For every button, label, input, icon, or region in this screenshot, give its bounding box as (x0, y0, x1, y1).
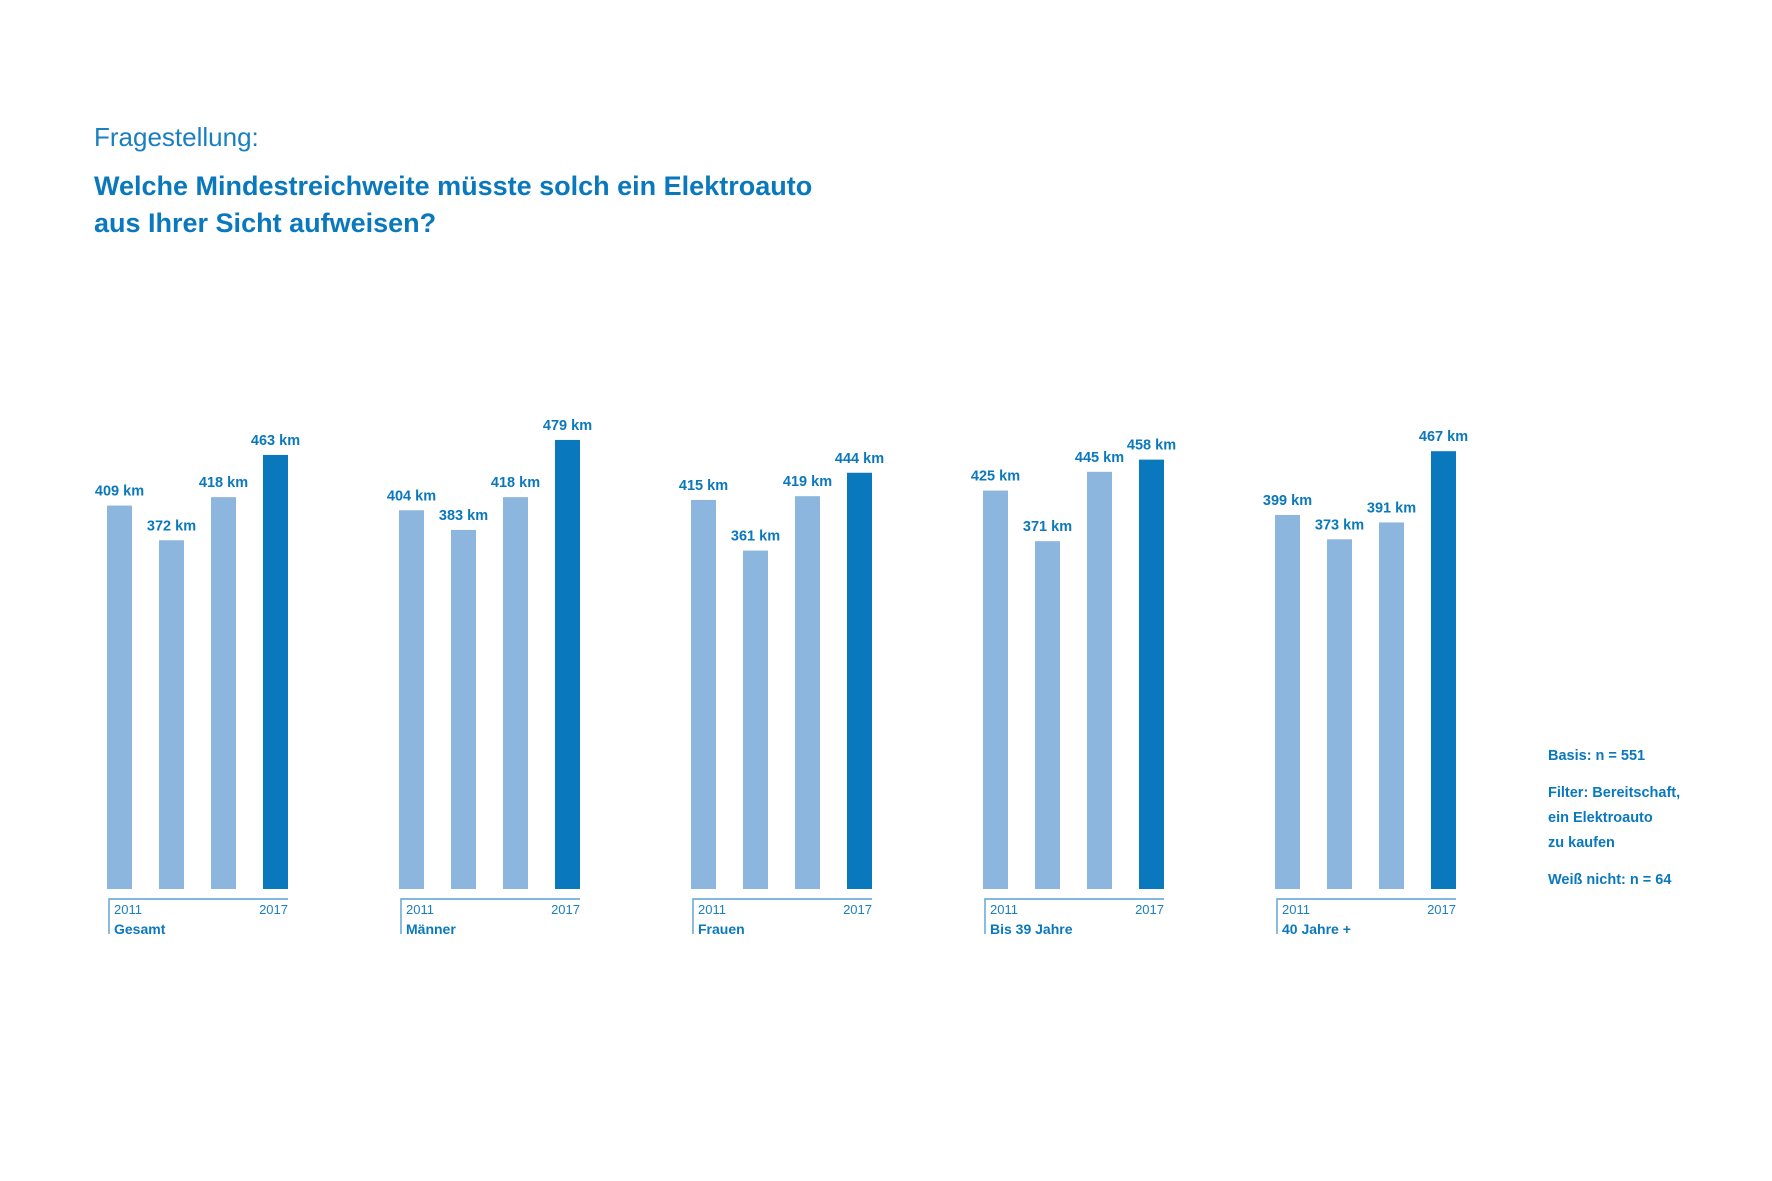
x-tick-label: 2017 (1427, 902, 1456, 917)
bar-40-jahre-1 (1275, 514, 1300, 889)
data-label: 415 km (679, 478, 728, 494)
bar-gesamt-4 (263, 454, 288, 889)
bar-bis-39-jahre-2 (1035, 541, 1060, 889)
data-label: 444 km (835, 451, 884, 467)
bar-frauen-1 (691, 499, 716, 889)
data-label: 404 km (387, 488, 436, 504)
bar-40-jahre-3 (1379, 522, 1404, 889)
bar-bis-39-jahre-4 (1139, 459, 1164, 889)
bar-männer-2 (451, 529, 476, 889)
data-label: 419 km (783, 474, 832, 490)
bar-40-jahre-2 (1327, 539, 1352, 889)
filter-note-line-1: Filter: Bereitschaft, (1548, 785, 1681, 801)
x-tick-label: 2011 (698, 902, 726, 917)
x-tick-label: 2017 (259, 902, 288, 917)
bar-bis-39-jahre-1 (983, 490, 1008, 889)
axis-bracket (1276, 898, 1456, 934)
bar-gesamt-1 (107, 505, 132, 889)
data-label: 425 km (971, 469, 1020, 485)
bar-gesamt-3 (211, 497, 236, 889)
filter-note-line-3: zu kaufen (1548, 835, 1615, 851)
chart-header: Fragestellung: Welche Mindestreichweite … (94, 124, 812, 242)
x-tick-label: 2017 (551, 902, 580, 917)
bar-männer-3 (503, 497, 528, 889)
data-label: 361 km (731, 529, 780, 545)
data-label: 458 km (1127, 438, 1176, 454)
data-label: 418 km (491, 475, 540, 491)
data-label: 445 km (1075, 450, 1124, 466)
data-label: 409 km (95, 484, 144, 500)
data-label: 391 km (1367, 500, 1416, 516)
group-label: Gesamt (114, 921, 166, 937)
bar-frauen-4 (847, 472, 872, 889)
data-label: 399 km (1263, 493, 1312, 509)
data-label: 479 km (543, 418, 592, 434)
bar-bis-39-jahre-3 (1087, 471, 1112, 889)
x-tick-label: 2017 (843, 902, 872, 917)
data-label: 383 km (439, 508, 488, 524)
bar-frauen-2 (743, 550, 768, 889)
axis-bracket (108, 898, 288, 934)
bar-40-jahre-4 (1431, 451, 1456, 889)
data-label: 371 km (1023, 519, 1072, 535)
data-label: 418 km (199, 475, 248, 491)
group-label: 40 Jahre + (1282, 921, 1351, 937)
data-label: 467 km (1419, 429, 1468, 445)
axis-bracket (400, 898, 580, 934)
filter-note-line-2: ein Elektroauto (1548, 810, 1653, 826)
x-tick-label: 2011 (1282, 902, 1310, 917)
basis-note: Basis: n = 551 (1548, 748, 1646, 764)
group-label: Bis 39 Jahre (990, 921, 1073, 937)
bar-männer-4 (555, 439, 580, 889)
x-tick-label: 2017 (1135, 902, 1164, 917)
chart-subtitle: Fragestellung: (94, 122, 259, 152)
group-label: Frauen (698, 921, 745, 937)
axis-bracket (692, 898, 872, 934)
data-label: 372 km (147, 518, 196, 534)
chart-title: Welche Mindestreichweite müsste solch ei… (94, 171, 813, 238)
group-label: Männer (406, 921, 456, 937)
bar-frauen-3 (795, 496, 820, 889)
unknown-note: Weiß nicht: n = 64 (1548, 872, 1672, 888)
axis-bracket (984, 898, 1164, 934)
chart-notes: Basis: n = 551 Filter: Bereitschaft, ein… (1548, 744, 1680, 893)
x-tick-label: 2011 (406, 902, 434, 917)
bar-gesamt-2 (159, 540, 184, 889)
data-label: 373 km (1315, 517, 1364, 533)
x-tick-label: 2011 (114, 902, 142, 917)
x-tick-label: 2011 (990, 902, 1018, 917)
bar-männer-1 (399, 510, 424, 889)
data-label: 463 km (251, 433, 300, 449)
